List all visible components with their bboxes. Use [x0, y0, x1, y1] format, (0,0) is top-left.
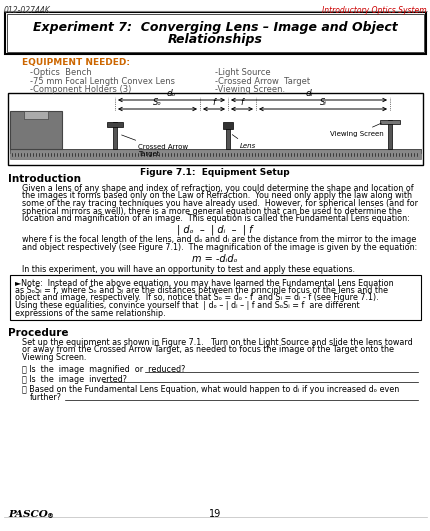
Text: the images it forms based only on the Law of Refraction.  You need only apply th: the images it forms based only on the La… — [22, 192, 411, 201]
Text: spherical mirrors as well), there is a more general equation that can be used to: spherical mirrors as well), there is a m… — [22, 207, 401, 216]
Text: -Light Source: -Light Source — [215, 68, 270, 77]
Text: or away from the Crossed Arrow Target, as needed to focus the image of the Targe: or away from the Crossed Arrow Target, a… — [22, 346, 393, 355]
Text: expressions of the same relationship.: expressions of the same relationship. — [15, 309, 165, 318]
Text: -75 mm Focal Length Convex Lens: -75 mm Focal Length Convex Lens — [30, 76, 175, 85]
Text: Viewing Screen: Viewing Screen — [329, 123, 383, 137]
Text: EQUIPMENT NEEDED:: EQUIPMENT NEEDED: — [22, 58, 130, 67]
Text: ⓘ Is  the  image  magnified  or  reduced?: ⓘ Is the image magnified or reduced? — [22, 364, 185, 373]
Text: m = -dᵢdₒ: m = -dᵢdₒ — [192, 253, 237, 263]
Text: further?: further? — [30, 392, 62, 401]
Text: | dₒ  –  | dᵢ  –  | f: | dₒ – | dᵢ – | f — [177, 225, 252, 235]
Bar — [107, 122, 123, 127]
Text: -Crossed Arrow  Target: -Crossed Arrow Target — [215, 76, 310, 85]
Text: as SₒSᵢ = f, where Sₒ and Sᵢ are the distances between the principle focus of th: as SₒSᵢ = f, where Sₒ and Sᵢ are the dis… — [15, 286, 387, 295]
Bar — [8, 93, 422, 165]
Bar — [10, 149, 420, 153]
Text: Crossed Arrow
Target: Crossed Arrow Target — [121, 135, 187, 157]
Bar — [7, 14, 423, 52]
Text: where f is the focal length of the lens, and dₒ and dᵢ are the distance from the: where f is the focal length of the lens,… — [22, 236, 415, 244]
Text: and object respectively (see Figure 7.1).  The magnification of the image is giv: and object respectively (see Figure 7.1)… — [22, 243, 416, 252]
Bar — [113, 122, 117, 149]
Bar — [10, 275, 420, 320]
Text: f: f — [240, 98, 243, 107]
Bar — [10, 111, 62, 149]
Text: -Optics  Bench: -Optics Bench — [30, 68, 92, 77]
Text: ►Note:  Instead of the above equation, you may have learned the Fundamental Lens: ►Note: Instead of the above equation, yo… — [15, 278, 393, 287]
Text: 19: 19 — [209, 509, 221, 519]
Bar — [5, 12, 425, 54]
Text: ⓚ Based on the Fundamental Lens Equation, what would happen to dᵢ if you increas: ⓚ Based on the Fundamental Lens Equation… — [22, 384, 398, 393]
Text: Lens: Lens — [232, 135, 256, 149]
Text: -Component Holders (3): -Component Holders (3) — [30, 85, 131, 94]
Text: Sₒ: Sₒ — [153, 98, 162, 107]
Text: dₒ: dₒ — [166, 89, 176, 98]
Bar — [387, 120, 391, 149]
Text: Using these equalities, convince yourself that  | dₒ – | dᵢ – | f and SₒSᵢ = f  : Using these equalities, convince yoursel… — [15, 301, 359, 310]
Text: Introduction: Introduction — [8, 174, 81, 184]
Text: dᵢ: dᵢ — [304, 89, 312, 98]
Text: location and magnification of an image.  This equation is called the Fundamental: location and magnification of an image. … — [22, 214, 409, 223]
Bar — [10, 150, 420, 159]
Text: Relationships: Relationships — [167, 33, 262, 47]
Bar — [24, 111, 48, 119]
Bar — [222, 122, 233, 129]
Text: Set up the equipment as shown in Figure 7.1.   Turn on the Light Source and slid: Set up the equipment as shown in Figure … — [22, 338, 412, 347]
Text: Sᵢ: Sᵢ — [319, 98, 326, 107]
Bar — [225, 125, 230, 149]
Text: ⓙ Is  the  image  inverted?: ⓙ Is the image inverted? — [22, 374, 127, 383]
Bar — [379, 120, 399, 124]
Text: PASCO: PASCO — [8, 510, 48, 519]
Text: object and image, respectively.  If so, notice that Sₒ = dₒ - f  and Sᵢ = dᵢ - f: object and image, respectively. If so, n… — [15, 294, 378, 303]
Text: Figure 7.1:  Equipment Setup: Figure 7.1: Equipment Setup — [140, 168, 289, 177]
Text: some of the ray tracing techniques you have already used.  However, for spherica: some of the ray tracing techniques you h… — [22, 199, 417, 208]
Text: Given a lens of any shape and index of refraction, you could determine the shape: Given a lens of any shape and index of r… — [22, 184, 413, 193]
Text: Procedure: Procedure — [8, 328, 68, 338]
Text: ®: ® — [47, 513, 54, 519]
Text: -Viewing Screen.: -Viewing Screen. — [215, 85, 285, 94]
Text: 012-02744K: 012-02744K — [4, 6, 51, 15]
Text: f: f — [212, 98, 215, 107]
Text: Viewing Screen.: Viewing Screen. — [22, 353, 86, 362]
Text: Experiment 7:  Converging Lens – Image and Object: Experiment 7: Converging Lens – Image an… — [33, 21, 396, 35]
Text: In this experiment, you will have an opportunity to test and apply these equatio: In this experiment, you will have an opp… — [22, 264, 354, 273]
Text: Introductory Optics System: Introductory Optics System — [322, 6, 426, 15]
